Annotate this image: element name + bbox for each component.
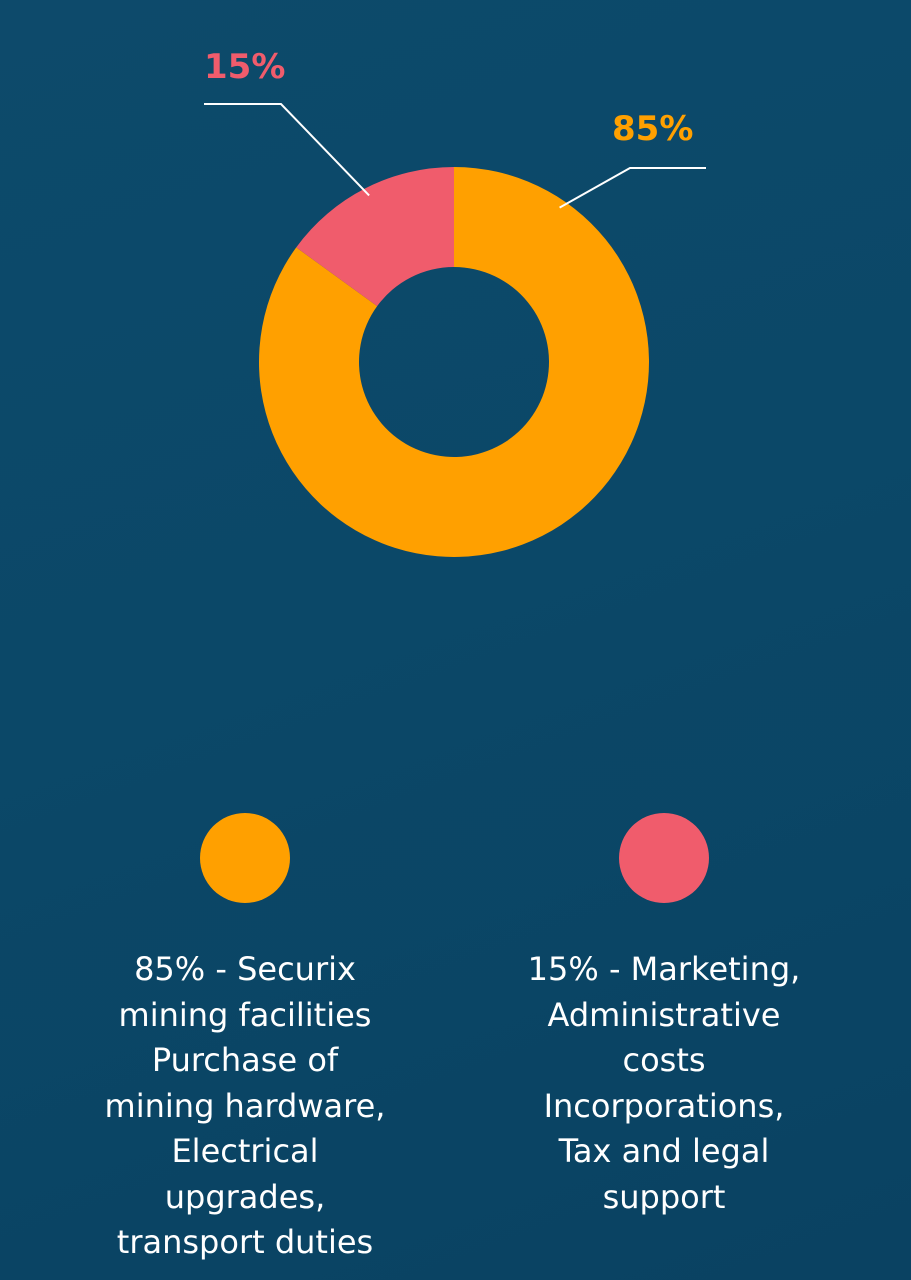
- donut-chart: 85% 15%: [204, 47, 706, 557]
- legend-text-minor: 15% - Marketing, Administrative costs In…: [464, 947, 864, 1220]
- slice-label: 85%: [612, 109, 693, 149]
- leader-line: [559, 167, 706, 209]
- slice-label: 15%: [204, 47, 285, 87]
- legend-line: Administrative: [547, 995, 781, 1034]
- legend-line: transport duties: [116, 1223, 374, 1261]
- legend-dot-major: [200, 813, 290, 903]
- legend-line: Incorporations,: [543, 1086, 785, 1125]
- legend-line: Tax and legal: [558, 1132, 770, 1170]
- legend-line: support: [602, 1177, 726, 1216]
- legend-line: mining facilities: [118, 995, 372, 1034]
- legend-line: 15% - Marketing,: [527, 950, 801, 988]
- donut-slice-major: [259, 167, 650, 557]
- legend-line: Electrical: [171, 1132, 319, 1170]
- donut-slice-minor: [296, 167, 454, 307]
- legend-line: Purchase of: [151, 1041, 339, 1079]
- legend-line: 85% - Securix: [134, 950, 356, 988]
- legend-line: mining hardware,: [104, 1086, 386, 1125]
- legend-dot-minor: [619, 813, 709, 903]
- legend-line: costs: [622, 1041, 706, 1079]
- legend-line: upgrades,: [164, 1177, 326, 1216]
- legend-text-major: 85% - Securix mining facilities Purchase…: [45, 947, 445, 1266]
- leader-line: [204, 103, 370, 197]
